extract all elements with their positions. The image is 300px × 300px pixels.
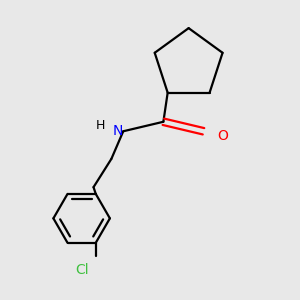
Text: O: O — [217, 129, 228, 143]
Text: N: N — [113, 124, 123, 138]
Text: H: H — [96, 119, 105, 132]
Text: Cl: Cl — [75, 263, 88, 277]
